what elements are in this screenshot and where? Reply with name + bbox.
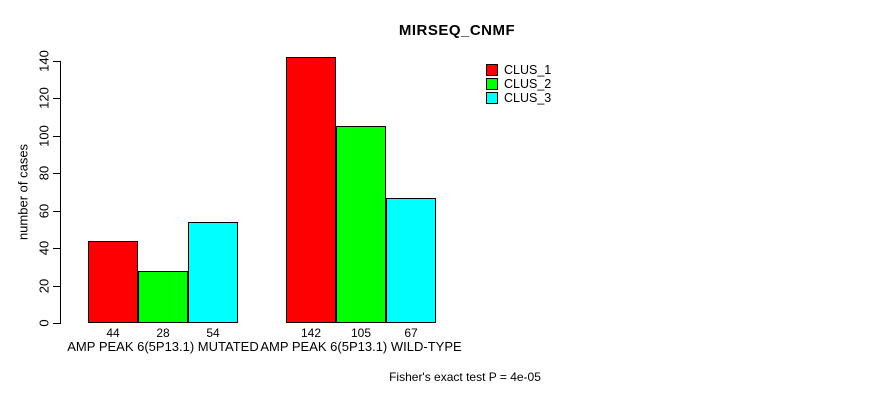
bar-clus_1-group2 [286, 57, 336, 323]
y-tick-mark [53, 323, 60, 324]
bar-clus_3-group1 [188, 222, 238, 323]
y-tick-label: 0 [36, 319, 52, 327]
y-tick-mark [53, 136, 60, 137]
legend: CLUS_1 CLUS_2 CLUS_3 [486, 63, 551, 105]
y-tick-mark [53, 173, 60, 174]
annotation-text: Fisher's exact test P = 4e-05 [389, 370, 541, 384]
bar-value-label: 28 [156, 326, 170, 340]
category-label: AMP PEAK 6(5P13.1) MUTATED [67, 339, 259, 354]
legend-swatch-icon [486, 64, 498, 76]
y-tick-label: 140 [36, 50, 52, 72]
legend-label: CLUS_1 [504, 63, 552, 77]
bar-clus_2-group2 [336, 126, 386, 323]
legend-label: CLUS_2 [504, 77, 552, 91]
legend-swatch-icon [486, 92, 498, 104]
y-tick-label: 40 [36, 240, 52, 256]
y-tick-label: 100 [36, 125, 52, 147]
y-tick-mark [53, 248, 60, 249]
y-tick-mark [53, 61, 60, 62]
legend-swatch-icon [486, 78, 498, 90]
y-axis-line [60, 61, 61, 324]
y-axis-label: number of cases [15, 143, 31, 241]
y-tick-mark [53, 98, 60, 99]
bar-value-label: 105 [350, 326, 372, 340]
chart-title: MIRSEQ_CNMF [398, 22, 516, 39]
bar-clus_1-group1 [88, 241, 138, 323]
bar-clus_2-group1 [138, 271, 188, 323]
y-tick-label: 60 [36, 203, 52, 219]
y-tick-label: 120 [36, 87, 52, 109]
bar-value-label: 67 [404, 326, 418, 340]
bar-value-label: 142 [300, 326, 322, 340]
legend-item-clus_3: CLUS_3 [486, 91, 551, 105]
y-tick-label: 80 [36, 165, 52, 181]
category-label: AMP PEAK 6(5P13.1) WILD-TYPE [260, 339, 462, 354]
y-tick-label: 20 [36, 278, 52, 294]
bar-value-label: 54 [206, 326, 220, 340]
y-tick-mark [53, 286, 60, 287]
y-tick-mark [53, 211, 60, 212]
legend-item-clus_2: CLUS_2 [486, 77, 551, 91]
bar-value-label: 44 [106, 326, 120, 340]
legend-label: CLUS_3 [504, 91, 552, 105]
bar-clus_3-group2 [386, 198, 436, 323]
legend-item-clus_1: CLUS_1 [486, 63, 551, 77]
